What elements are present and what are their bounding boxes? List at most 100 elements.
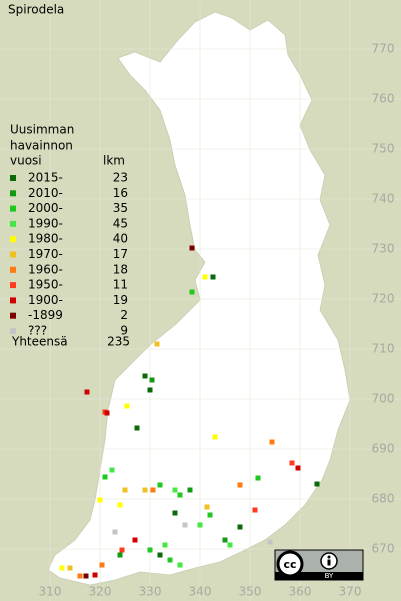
by-icon-head <box>327 555 331 559</box>
record-square <box>104 410 110 416</box>
y-tick-label: 680 <box>372 492 395 506</box>
legend-swatch <box>10 175 16 181</box>
record-square <box>222 537 228 543</box>
legend-count: 40 <box>113 232 128 246</box>
legend-swatch <box>10 205 16 212</box>
legend-title: vuosi <box>10 154 42 168</box>
record-square <box>182 522 188 528</box>
x-tick-label: 350 <box>239 585 262 599</box>
record-square <box>112 529 118 535</box>
record-square <box>237 482 243 488</box>
total-label: Yhteensä <box>11 335 68 349</box>
badge-strip <box>275 572 363 580</box>
legend-label: 2000- <box>28 201 63 215</box>
y-tick-label: 740 <box>372 192 395 206</box>
x-tick-label: 370 <box>339 585 362 599</box>
record-square <box>210 274 216 280</box>
record-square <box>172 510 178 516</box>
record-square <box>149 377 155 383</box>
legend-label: 1960- <box>28 262 63 276</box>
record-square <box>132 537 138 543</box>
y-tick-label: 760 <box>372 92 395 106</box>
record-square <box>150 487 156 493</box>
y-tick-label: 670 <box>372 542 395 556</box>
record-square <box>117 552 123 558</box>
record-square <box>119 547 125 553</box>
record-square <box>204 504 210 510</box>
legend-swatch <box>10 220 16 227</box>
record-square <box>289 460 295 466</box>
legend-swatch <box>10 297 16 304</box>
legend-count: 45 <box>113 216 128 230</box>
y-tick-label: 720 <box>372 292 395 306</box>
record-square <box>202 274 208 280</box>
legend-label: 1970- <box>28 247 63 261</box>
record-square <box>237 524 243 530</box>
record-square <box>187 487 193 493</box>
license-badge: cc BY <box>274 549 364 581</box>
record-square <box>227 542 233 548</box>
record-square <box>84 389 90 395</box>
legend-swatch <box>10 312 16 319</box>
record-square <box>59 565 65 571</box>
record-square <box>189 245 195 251</box>
x-tick-label: 360 <box>289 585 312 599</box>
legend-label: 1900- <box>28 293 63 307</box>
record-square <box>109 467 115 473</box>
record-square <box>117 502 123 508</box>
record-square <box>269 439 275 445</box>
x-tick-label: 340 <box>189 585 212 599</box>
legend-label: 1950- <box>28 278 63 292</box>
count-header: lkm <box>103 154 125 168</box>
record-square <box>212 434 218 440</box>
record-square <box>252 507 258 513</box>
legend-label: -1899 <box>28 308 63 322</box>
record-square <box>189 289 195 295</box>
legend-count: 17 <box>113 247 128 261</box>
record-square <box>99 562 105 568</box>
record-square <box>157 482 163 488</box>
legend-title: Uusimman <box>10 123 74 137</box>
legend-title: havainnon <box>10 139 73 153</box>
record-square <box>102 474 108 480</box>
legend-label: 1990- <box>28 216 63 230</box>
x-tick-label: 320 <box>89 585 112 599</box>
legend-swatch <box>10 236 16 243</box>
legend-label: 2010- <box>28 186 63 200</box>
legend-count: 19 <box>113 293 128 307</box>
record-square <box>142 487 148 493</box>
record-square <box>255 475 261 481</box>
record-square <box>295 465 301 471</box>
y-tick-label: 730 <box>372 242 395 256</box>
y-tick-label: 710 <box>372 342 395 356</box>
record-square <box>67 565 73 571</box>
record-square <box>134 425 140 431</box>
total-value: 235 <box>107 335 130 349</box>
legend-swatch <box>10 190 16 197</box>
legend-label: ??? <box>28 324 47 338</box>
record-square <box>97 497 103 503</box>
record-square <box>147 387 153 393</box>
record-square <box>124 403 130 409</box>
record-square <box>177 492 183 498</box>
y-tick-label: 750 <box>372 142 395 156</box>
record-square <box>314 481 320 487</box>
squares <box>59 245 320 579</box>
legend-count: 35 <box>113 201 128 215</box>
record-square <box>77 573 83 579</box>
by-icon-body <box>327 559 331 566</box>
legend: 2015- 23 2010- 16 2000- 35 1990- 45 1980- 40 1970-… <box>10 171 128 338</box>
record-square <box>172 487 178 493</box>
record-square <box>197 522 203 528</box>
legend-count: 11 <box>113 278 128 292</box>
legend-swatch <box>10 282 16 289</box>
record-square <box>154 341 160 347</box>
record-square <box>167 557 173 563</box>
legend-count: 18 <box>113 262 128 276</box>
record-square <box>177 562 183 568</box>
record-square <box>142 373 148 379</box>
legend-count: 9 <box>120 324 128 338</box>
y-tick-label: 700 <box>372 392 395 406</box>
